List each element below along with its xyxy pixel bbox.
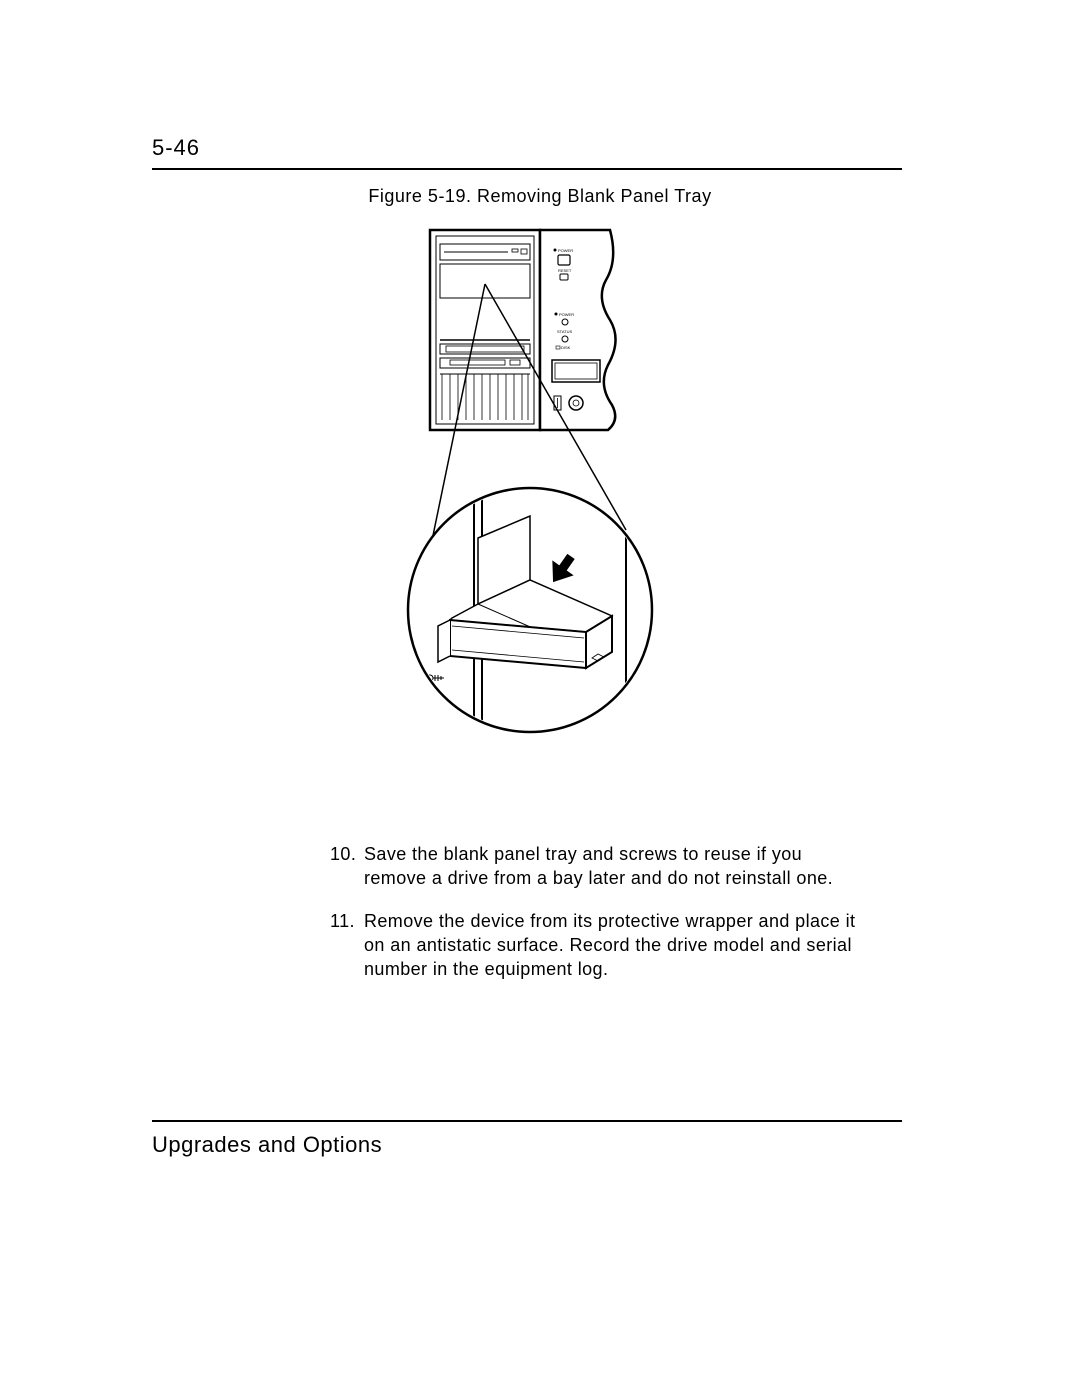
step-number: 11. [330,909,364,982]
step-number: 10. [330,842,364,891]
panel-label-disk: DISK [561,345,571,350]
instruction-steps: 10. Save the blank panel tray and screws… [330,842,860,999]
manual-page: 5-46 Figure 5-19. Removing Blank Panel T… [0,0,1080,1397]
panel-label-status: STATUS [557,329,573,334]
step-text: Save the blank panel tray and screws to … [364,842,860,891]
step-10: 10. Save the blank panel tray and screws… [330,842,860,891]
page-number: 5-46 [152,135,200,161]
header-rule [152,168,902,170]
figure-caption: Figure 5-19. Removing Blank Panel Tray [0,186,1080,207]
figure: POWER RESET POWER STATUS DISK [0,220,1080,780]
panel-label-power-led: POWER [559,312,574,317]
figure-svg: POWER RESET POWER STATUS DISK [360,220,720,780]
footer-section-title: Upgrades and Options [152,1132,382,1158]
panel-label-power-btn: POWER [558,248,573,253]
footer-rule [152,1120,902,1122]
computer-front: POWER RESET POWER STATUS DISK [430,230,616,430]
detail-circle [408,488,652,732]
step-text: Remove the device from its protective wr… [364,909,860,982]
panel-label-reset: RESET [558,268,572,273]
step-11: 11. Remove the device from its protectiv… [330,909,860,982]
